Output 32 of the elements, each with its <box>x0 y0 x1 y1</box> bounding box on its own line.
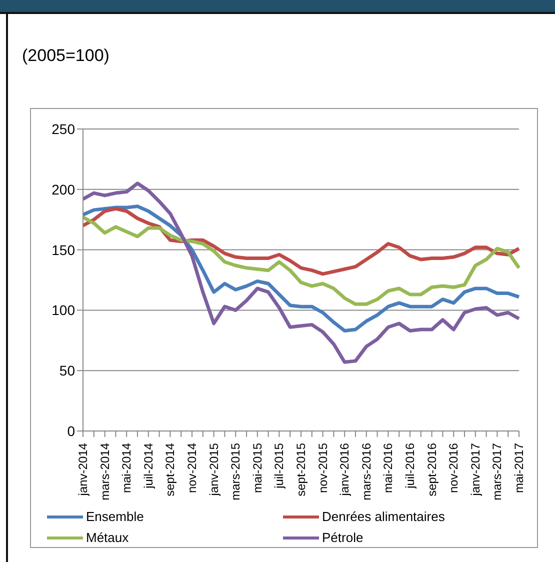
legend-label: Denrées alimentaires <box>322 509 445 524</box>
x-tick-label: mars-2016 <box>359 442 374 500</box>
y-tick-label: 250 <box>52 120 76 137</box>
x-tick-label: mai-2014 <box>120 442 134 494</box>
y-tick-label: 150 <box>52 242 76 258</box>
x-tick-label: mai-2016 <box>381 442 396 494</box>
x-tick-label: nov-2016 <box>446 442 461 494</box>
x-tick-label: juil-2016 <box>403 442 417 490</box>
y-tick-label: 200 <box>52 181 76 198</box>
x-tick-label: mai-2017 <box>512 442 526 494</box>
legend-label: Ensemble <box>86 509 144 524</box>
y-tick-label: 0 <box>67 422 76 439</box>
x-tick-label: nov-2014 <box>185 442 199 494</box>
x-tick-label: sept-2016 <box>424 442 439 496</box>
chart-subtitle: (2005=100) <box>22 46 110 66</box>
legend-label: Pétrole <box>322 530 364 545</box>
x-tick-label: sept-2015 <box>294 442 308 496</box>
legend-label: Métaux <box>86 530 129 545</box>
x-tick-label: janv-2015 <box>206 442 221 497</box>
y-tick-label: 50 <box>59 362 76 379</box>
x-tick-label: mars-2014 <box>98 442 112 500</box>
x-tick-label: janv-2017 <box>468 442 482 497</box>
x-tick-label: sept-2014 <box>163 442 178 496</box>
x-tick-label: nov-2015 <box>316 442 330 494</box>
x-tick-label: mai-2015 <box>250 442 264 494</box>
x-tick-label: juil-2015 <box>272 442 286 490</box>
y-tick-label: 100 <box>52 302 76 318</box>
x-tick-label: janv-2014 <box>76 442 90 497</box>
x-tick-label: mars-2015 <box>228 442 243 500</box>
x-tick-label: juil-2014 <box>141 442 156 490</box>
x-tick-label: janv-2016 <box>338 442 352 497</box>
x-tick-label: mars-2017 <box>490 442 504 500</box>
